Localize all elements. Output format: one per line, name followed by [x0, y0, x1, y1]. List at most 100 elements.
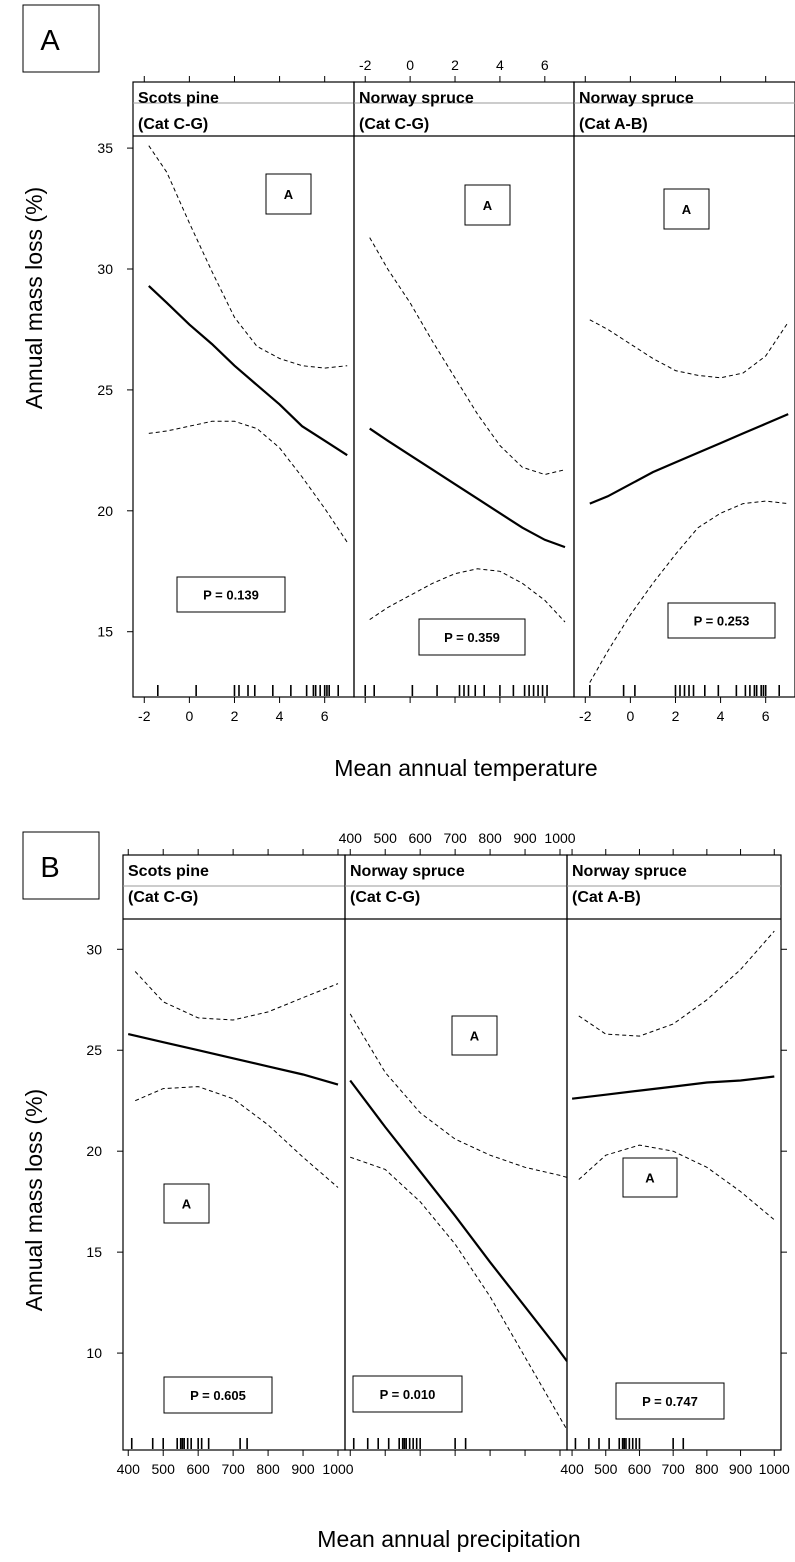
- y-axis-label: Annual mass loss (%): [21, 1089, 47, 1311]
- y-tick-label: 30: [97, 261, 113, 277]
- p-value-label: P = 0.010: [380, 1387, 436, 1402]
- x-tick-label-bottom: -2: [138, 708, 151, 724]
- x-tick-label-top: 0: [406, 57, 414, 73]
- lower-confidence-line: [589, 500, 789, 683]
- facet-title-line1: Norway spruce: [572, 863, 687, 880]
- facet-frame: [122, 854, 346, 1451]
- x-tick-label-top: -2: [359, 57, 372, 73]
- facet-title-line2: (Cat C-G): [359, 116, 429, 133]
- x-tick-label-bottom: 900: [291, 1461, 315, 1477]
- x-tick-label-bottom: 800: [695, 1461, 719, 1477]
- x-tick-label-bottom: 0: [626, 708, 634, 724]
- x-tick-label-top: 800: [478, 830, 502, 846]
- x-tick-label-bottom: -2: [579, 708, 592, 724]
- facet: Scots pine (Cat C-G) A P = 0.605 400 500 600 70…: [117, 849, 354, 1477]
- x-tick-label-bottom: 700: [221, 1461, 245, 1477]
- curves: [349, 1013, 567, 1431]
- x-tick-label-bottom: 600: [186, 1461, 210, 1477]
- y-tick-label: 15: [86, 1244, 102, 1260]
- upper-confidence-line: [148, 145, 348, 369]
- lower-confidence-line: [369, 568, 566, 623]
- x-tick-label-bottom: 2: [672, 708, 680, 724]
- p-value-label: P = 0.605: [190, 1388, 246, 1403]
- letter-box: [163, 1183, 210, 1224]
- panel-label: A: [40, 25, 60, 57]
- upper-confidence-line: [589, 319, 789, 379]
- facet-title-line1: Norway spruce: [579, 90, 694, 107]
- significance-letter: A: [483, 198, 493, 213]
- upper-confidence-line: [369, 237, 566, 476]
- facet-title-line1: Scots pine: [128, 863, 209, 880]
- facet-title-line2: (Cat A-B): [579, 116, 648, 133]
- x-tick-label-bottom: 400: [560, 1461, 584, 1477]
- x-tick-label-bottom: 4: [717, 708, 725, 724]
- p-value-box: [163, 1376, 273, 1414]
- y-tick-label: 10: [86, 1345, 102, 1361]
- facet: Norway spruce (Cat C-G) A P = 0.359 -2 0 2 4 6: [353, 57, 575, 703]
- facet: Norway spruce (Cat C-G) A P = 0.010 400 500 60…: [339, 830, 576, 1456]
- p-value-label: P = 0.359: [444, 630, 500, 645]
- curves: [589, 319, 789, 683]
- p-value-label: P = 0.747: [642, 1394, 698, 1409]
- y-tick-label: 25: [86, 1042, 102, 1058]
- fit-line: [369, 427, 566, 549]
- fit-line: [127, 1033, 339, 1086]
- x-tick-label-top: 4: [496, 57, 504, 73]
- x-tick-label-top: 900: [513, 830, 537, 846]
- letter-box: [265, 173, 312, 215]
- facet-title-line1: Norway spruce: [359, 90, 474, 107]
- fit-line: [349, 1079, 567, 1362]
- panel-b: B Annual mass loss (%) Mean annual preci…: [21, 830, 790, 1552]
- x-tick-label-top: 1000: [544, 830, 575, 846]
- x-tick-label-bottom: 900: [729, 1461, 753, 1477]
- p-value-box: [418, 618, 526, 656]
- x-tick-label-bottom: 1000: [322, 1461, 353, 1477]
- p-value-box: [667, 602, 776, 639]
- p-value-label: P = 0.253: [694, 614, 750, 629]
- upper-confidence-line: [578, 930, 775, 1037]
- lower-confidence-line: [135, 1086, 339, 1188]
- facet-frame: [573, 81, 795, 698]
- x-tick-label-bottom: 6: [321, 708, 329, 724]
- x-tick-label-bottom: 500: [594, 1461, 618, 1477]
- x-tick-label-top: 400: [339, 830, 363, 846]
- panel-label: B: [40, 852, 59, 884]
- x-tick-label-bottom: 6: [762, 708, 770, 724]
- p-value-box: [176, 576, 286, 613]
- panel-a: A Annual mass loss (%) Mean annual tempe…: [21, 4, 795, 781]
- x-tick-label-bottom: 0: [185, 708, 193, 724]
- x-tick-label-top: 700: [443, 830, 467, 846]
- x-tick-label-bottom: 600: [628, 1461, 652, 1477]
- significance-letter: A: [645, 1171, 655, 1186]
- p-value-box: [352, 1375, 463, 1413]
- x-tick-label-bottom: 800: [256, 1461, 280, 1477]
- significance-letter: A: [182, 1197, 192, 1212]
- x-axis-label: Mean annual temperature: [334, 755, 597, 781]
- y-tick-label: 15: [97, 624, 113, 640]
- x-tick-label-bottom: 1000: [759, 1461, 790, 1477]
- x-tick-label-top: 500: [374, 830, 398, 846]
- y-tick-label: 35: [97, 140, 113, 156]
- panel-label-box: [22, 4, 100, 73]
- p-value-label: P = 0.139: [203, 588, 259, 603]
- facet-title-line2: (Cat C-G): [350, 889, 420, 906]
- letter-box: [464, 184, 511, 226]
- x-tick-label-bottom: 700: [661, 1461, 685, 1477]
- x-tick-label-bottom: 500: [152, 1461, 176, 1477]
- lower-confidence-line: [350, 1156, 567, 1431]
- x-tick-label-top: 6: [541, 57, 549, 73]
- curves: [369, 237, 566, 623]
- facet-frame: [353, 81, 575, 698]
- lower-confidence-line: [148, 420, 348, 543]
- curves: [148, 145, 348, 543]
- y-tick-label: 30: [86, 941, 102, 957]
- y-tick-label: 20: [97, 503, 113, 519]
- significance-letter: A: [470, 1029, 480, 1044]
- facet: Norway spruce (Cat A-B) A P = 0.253 -2 0 2 4 6: [573, 76, 795, 724]
- fit-line: [148, 285, 348, 457]
- panel-label-box: [22, 831, 100, 900]
- facet-title-line1: Norway spruce: [350, 863, 465, 880]
- facet-frame: [566, 854, 782, 1451]
